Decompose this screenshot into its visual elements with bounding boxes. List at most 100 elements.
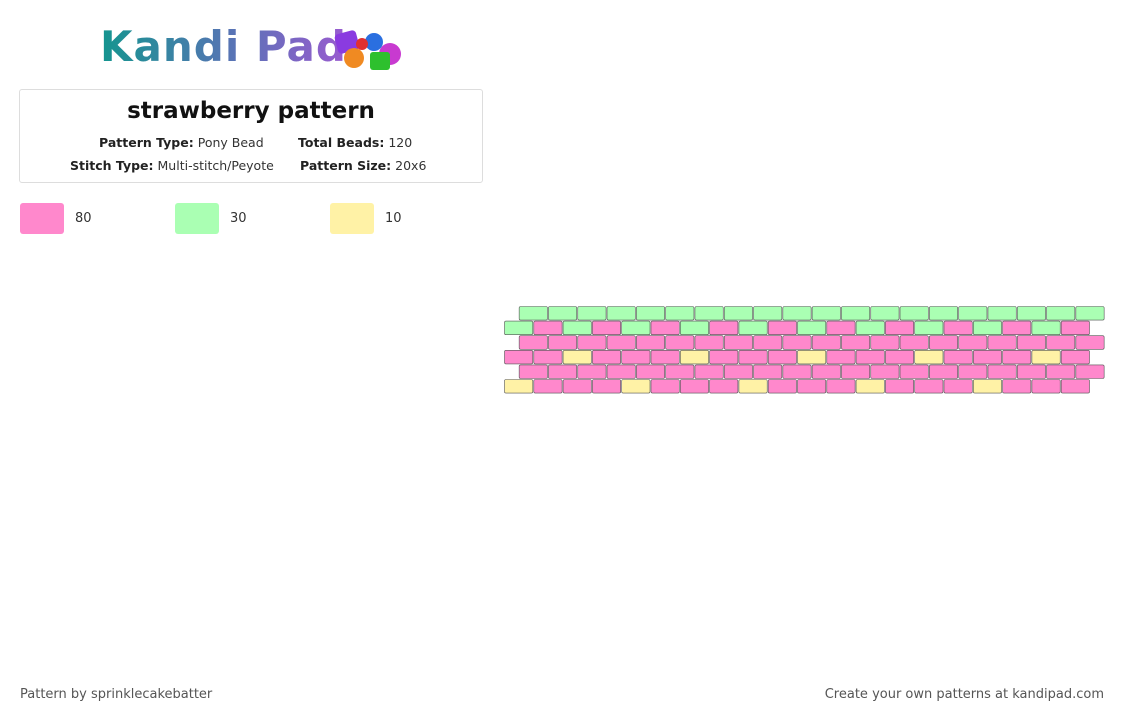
field-value: Pony Bead bbox=[197, 135, 264, 150]
bead bbox=[709, 379, 739, 394]
bead bbox=[665, 335, 695, 350]
bead bbox=[972, 320, 1002, 336]
bead bbox=[943, 379, 973, 394]
bead bbox=[1031, 379, 1061, 394]
bead bbox=[723, 306, 753, 321]
bead bbox=[914, 320, 944, 336]
bead bbox=[621, 320, 651, 336]
bead bbox=[855, 349, 885, 365]
bead bbox=[1002, 320, 1032, 336]
field-value: 120 bbox=[388, 135, 413, 150]
bead bbox=[841, 364, 871, 379]
bead bbox=[621, 349, 651, 365]
bead bbox=[1002, 349, 1032, 365]
bead bbox=[1046, 364, 1076, 379]
bead bbox=[899, 335, 929, 350]
bead bbox=[533, 379, 563, 394]
field-label: Total Beads: bbox=[298, 135, 385, 150]
bead bbox=[811, 306, 841, 321]
bead bbox=[753, 335, 783, 350]
bead bbox=[636, 335, 665, 350]
bead bbox=[870, 364, 900, 379]
bead bbox=[1075, 306, 1105, 321]
bead bbox=[621, 379, 651, 394]
bead bbox=[577, 306, 607, 321]
bead bbox=[518, 306, 548, 321]
bead bbox=[767, 379, 797, 394]
bead bbox=[1060, 320, 1090, 336]
bead bbox=[548, 306, 578, 321]
bead bbox=[782, 306, 812, 321]
bead bbox=[679, 379, 709, 394]
bead bbox=[665, 306, 695, 321]
bead bbox=[782, 364, 812, 379]
bead bbox=[709, 349, 739, 365]
logo[interactable]: Kandi Pad bbox=[100, 22, 347, 71]
bead bbox=[562, 320, 592, 336]
bead bbox=[943, 349, 973, 365]
bead bbox=[679, 320, 709, 336]
bead bbox=[1016, 306, 1046, 321]
color-swatch bbox=[330, 203, 374, 234]
field-label: Stitch Type: bbox=[70, 158, 154, 173]
bead bbox=[782, 335, 812, 350]
bead bbox=[1075, 335, 1105, 350]
bead bbox=[636, 306, 665, 321]
bead bbox=[650, 320, 680, 336]
bead bbox=[972, 379, 1002, 394]
bead bbox=[1031, 349, 1061, 365]
bead bbox=[753, 364, 783, 379]
bead bbox=[1016, 335, 1046, 350]
field: Total Beads: 120 bbox=[298, 135, 412, 150]
bead bbox=[958, 335, 988, 350]
bead bbox=[533, 320, 563, 336]
bead bbox=[797, 320, 827, 336]
bead bbox=[972, 349, 1002, 365]
bead bbox=[723, 335, 753, 350]
bead bbox=[709, 320, 739, 336]
footer-credit: Pattern by sprinklecakebatter bbox=[20, 687, 213, 702]
bead bbox=[797, 349, 827, 365]
bead bbox=[723, 364, 753, 379]
bead bbox=[694, 364, 724, 379]
pattern-title: strawberry pattern bbox=[127, 98, 375, 124]
bead bbox=[987, 364, 1017, 379]
bead bbox=[826, 379, 856, 394]
bead bbox=[665, 364, 695, 379]
bead bbox=[958, 364, 988, 379]
bead bbox=[767, 320, 797, 336]
bead bbox=[592, 379, 622, 394]
bead bbox=[694, 335, 724, 350]
bead bbox=[870, 306, 900, 321]
footer-link[interactable]: Create your own patterns at kandipad.com bbox=[824, 687, 1104, 702]
bead bbox=[797, 379, 827, 394]
bead bbox=[929, 306, 958, 321]
bead bbox=[914, 379, 944, 394]
bead bbox=[1046, 335, 1076, 350]
bead bbox=[1002, 379, 1032, 394]
color-count: 80 bbox=[75, 211, 92, 226]
field-value: Multi-stitch/Peyote bbox=[157, 158, 274, 173]
bead bbox=[548, 364, 578, 379]
bead bbox=[504, 379, 534, 394]
field: Pattern Type: Pony Bead bbox=[99, 135, 264, 150]
bead bbox=[738, 379, 768, 394]
bead bbox=[958, 306, 988, 321]
bead bbox=[841, 306, 871, 321]
bead bbox=[548, 335, 578, 350]
bead bbox=[987, 306, 1017, 321]
bead bbox=[753, 306, 783, 321]
bead bbox=[885, 320, 915, 336]
bead bbox=[562, 349, 592, 365]
bead bbox=[738, 349, 768, 365]
bead bbox=[943, 320, 973, 336]
bead bbox=[738, 320, 768, 336]
bead bbox=[1046, 306, 1076, 321]
bead bbox=[577, 364, 607, 379]
bead bbox=[606, 335, 636, 350]
bead bbox=[504, 349, 534, 365]
field-value: 20x6 bbox=[395, 158, 427, 173]
bead bbox=[899, 364, 929, 379]
field-label: Pattern Size: bbox=[300, 158, 392, 173]
